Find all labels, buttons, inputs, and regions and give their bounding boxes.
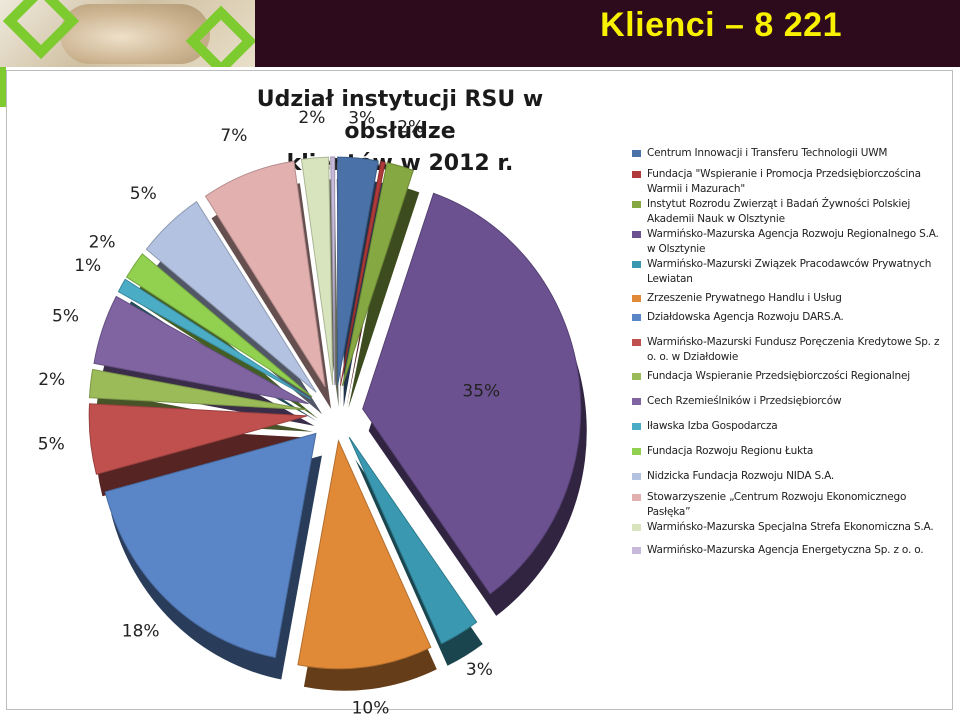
legend-swatch	[632, 201, 641, 208]
logo	[0, 0, 255, 67]
legend-item: Stowarzyszenie „Centrum Rozwoju Ekonomic…	[632, 490, 950, 520]
legend-item: Warmińsko-Mazurska Agencja Energetyczna …	[632, 543, 950, 558]
pie-slice	[330, 156, 336, 386]
legend-item: Fundacja "Wspieranie i Promocja Przedsię…	[632, 167, 950, 197]
logo-photo	[60, 4, 210, 64]
legend-swatch	[632, 423, 641, 430]
legend-swatch	[632, 231, 641, 238]
pie-slice	[204, 160, 326, 388]
legend-label: Nidzicka Fundacja Rozwoju NIDA S.A.	[647, 470, 835, 482]
legend-swatch	[632, 373, 641, 380]
accent-bar	[0, 67, 6, 107]
legend-item: Centrum Innowacji i Transferu Technologi…	[632, 146, 950, 161]
slice-data-label: 5%	[38, 435, 65, 455]
pie-slice	[88, 403, 308, 475]
slice-data-label: 3%	[466, 660, 493, 680]
slice-data-label: 7%	[220, 126, 247, 146]
slice-data-label: 2%	[38, 370, 65, 390]
legend-label: Warmińsko-Mazurski Fundusz Poręczenia Kr…	[647, 336, 940, 363]
pie-slice-side	[348, 184, 420, 409]
legend-swatch	[632, 339, 641, 346]
legend-label: Stowarzyszenie „Centrum Rozwoju Ekonomic…	[647, 491, 907, 518]
pie-slice	[125, 253, 313, 398]
legend-item: Fundacja Rozwoju Regionu Łukta	[632, 444, 950, 459]
legend-label: Fundacja Rozwoju Regionu Łukta	[647, 445, 814, 457]
legend-label: Warmińsko-Mazurska Specjalna Strefa Ekon…	[647, 521, 934, 533]
legend-swatch	[632, 171, 641, 178]
legend-item: Zrzeszenie Prywatnego Handlu i Usług	[632, 291, 950, 306]
slice-data-label: 5%	[52, 307, 79, 327]
legend-swatch	[632, 150, 641, 157]
pie-slice	[339, 160, 386, 386]
legend-label: Iławska Izba Gospodarcza	[647, 420, 778, 432]
pie-slice	[297, 439, 432, 670]
legend-label: Fundacja "Wspieranie i Promocja Przedsię…	[647, 168, 921, 195]
pie-slice	[104, 432, 317, 659]
legend-swatch	[632, 524, 641, 531]
legend-label: Fundacja Wspieranie Przedsiębiorczości R…	[647, 370, 910, 382]
legend-item: Fundacja Wspieranie Przedsiębiorczości R…	[632, 369, 950, 384]
legend-item: Iławska Izba Gospodarcza	[632, 419, 950, 434]
header-bar: Klienci – 8 221	[0, 0, 960, 67]
legend-item: Instytut Rozrodu Zwierząt i Badań Żywnoś…	[632, 197, 950, 227]
slice-data-label: 5%	[130, 184, 157, 204]
legend-label: Warmińsko-Mazurska Agencja Rozwoju Regio…	[647, 228, 939, 255]
slice-data-label: 2%	[89, 233, 116, 253]
pie-slice	[362, 192, 582, 595]
chart-title-line: Udział instytucji RSU w obsłudze	[256, 87, 544, 144]
legend-swatch	[632, 473, 641, 480]
legend-item: Warmińsko-Mazurski Związek Pracodawców P…	[632, 257, 950, 287]
legend-swatch	[632, 448, 641, 455]
legend-label: Instytut Rozrodu Zwierząt i Badań Żywnoś…	[647, 198, 911, 225]
legend-swatch	[632, 547, 641, 554]
legend-label: Warmińsko-Mazurski Związek Pracodawców P…	[647, 258, 932, 285]
legend-swatch	[632, 295, 641, 302]
page-title: Klienci – 8 221	[600, 6, 842, 44]
pie-slice	[300, 156, 334, 386]
legend-item: Warmińsko-Mazurska Specjalna Strefa Ekon…	[632, 520, 950, 535]
legend-item: Warmińsko-Mazurska Agencja Rozwoju Regio…	[632, 227, 950, 257]
pie-slice	[117, 278, 311, 400]
slice-data-label: 2%	[397, 118, 424, 138]
legend-swatch	[632, 314, 641, 321]
pie-slice	[348, 436, 478, 645]
chart-legend: Centrum Innowacji i Transferu Technologi…	[632, 146, 950, 558]
legend-label: Zrzeszenie Prywatnego Handlu i Usług	[647, 292, 842, 304]
pie-slice	[341, 162, 414, 387]
legend-label: Cech Rzemieślników i Przedsiębiorców	[647, 395, 842, 407]
legend-item: Nidzicka Fundacja Rozwoju NIDA S.A.	[632, 469, 950, 484]
legend-item: Działdowska Agencja Rozwoju DARS.A.	[632, 310, 950, 325]
legend-label: Działdowska Agencja Rozwoju DARS.A.	[647, 311, 844, 323]
pie-slice	[337, 156, 379, 386]
slice-data-label: 3%	[348, 108, 375, 128]
legend-label: Centrum Innowacji i Transferu Technologi…	[647, 147, 888, 159]
pie-slice	[88, 368, 308, 411]
pie-slice	[145, 200, 317, 393]
legend-label: Warmińsko-Mazurska Agencja Energetyczna …	[647, 544, 924, 556]
legend-item: Warmińsko-Mazurski Fundusz Poręczenia Kr…	[632, 335, 950, 365]
slice-data-label: 2%	[298, 108, 325, 128]
legend-item: Cech Rzemieślników i Przedsiębiorców	[632, 394, 950, 409]
slice-data-label: 1%	[74, 256, 101, 276]
slice-data-label: 10%	[352, 699, 390, 716]
slice-data-label: 35%	[462, 382, 500, 402]
pie-slice	[93, 295, 309, 405]
legend-swatch	[632, 261, 641, 268]
slice-data-label: 18%	[122, 621, 160, 641]
legend-swatch	[632, 398, 641, 405]
legend-swatch	[632, 494, 641, 501]
